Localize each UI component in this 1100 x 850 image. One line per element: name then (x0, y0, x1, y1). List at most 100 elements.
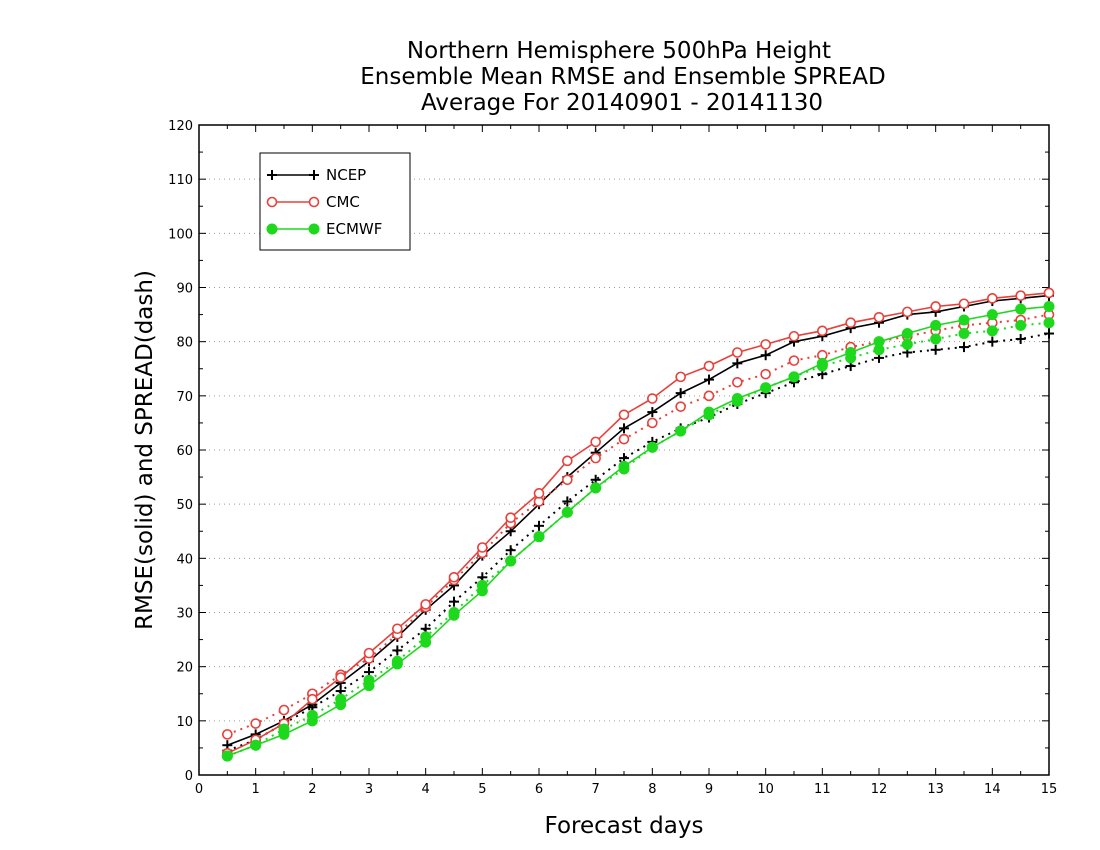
series-cmc-rmse-point-3 (307, 693, 318, 705)
series-ecmwf-rmse-point-7 (420, 636, 432, 648)
legend-marker-end-ncep (309, 170, 319, 180)
series-cmc-rmse-point-22 (845, 317, 856, 329)
series-ncep (222, 290, 1054, 756)
y-tick-label-120: 120 (168, 119, 193, 134)
x-tick-label-4: 4 (422, 782, 430, 797)
series-cmc-rmse-point-4 (335, 672, 346, 683)
series-ecmwf-rmse-point-5 (363, 680, 375, 692)
y-axis-title: RMSE(solid) and SPREAD(dash) (132, 270, 158, 630)
series-ecmwf-rmse-point-26 (958, 314, 970, 326)
y-tick-label-30: 30 (176, 607, 193, 622)
x-tick-label-5: 5 (478, 782, 486, 797)
series-cmc-rmse-point-15 (647, 393, 658, 404)
series-ecmwf-rmse-point-12 (561, 506, 573, 518)
x-tick-label-8: 8 (648, 782, 656, 797)
series-cmc-spread-point-1 (250, 718, 261, 729)
series-ecmwf-rmse-line (227, 305, 1050, 757)
series-ecmwf-spread-point-27 (986, 325, 998, 337)
series-ncep-spread-point-6 (392, 645, 403, 656)
series-cmc (222, 287, 1055, 759)
series-ecmwf-rmse-point-18 (731, 393, 743, 405)
series-cmc-rmse-point-5 (363, 647, 375, 659)
series-ecmwf-rmse-point-6 (391, 658, 403, 670)
series-cmc-rmse-point-9 (477, 542, 488, 553)
series-cmc-rmse-point-13 (590, 436, 601, 448)
series-cmc-rmse-point-20 (788, 330, 800, 342)
series-ecmwf-rmse-point-13 (590, 482, 602, 494)
series-cmc-rmse-point-26 (958, 298, 970, 310)
series-ncep-spread-line (226, 332, 1050, 752)
series-ecmwf-rmse-point-1 (250, 739, 262, 751)
series-ncep-spread-point-11 (534, 520, 544, 531)
series-ecmwf-rmse-point-0 (221, 750, 233, 762)
series-ecmwf-rmse-point-10 (505, 555, 517, 567)
series-cmc-rmse-point-11 (533, 488, 545, 499)
series-ecmwf-rmse-point-21 (816, 357, 828, 369)
series-ncep-rmse-point-14 (619, 423, 629, 434)
series-ecmwf (221, 300, 1055, 762)
y-tick-label-10: 10 (176, 715, 193, 730)
series-layer (221, 287, 1055, 762)
series-cmc-rmse-point-23 (873, 311, 885, 323)
series-cmc-rmse-point-8 (448, 571, 460, 583)
series-ecmwf-rmse-point-8 (448, 609, 460, 621)
legend-item-ecmwf: ECMWF (266, 220, 382, 238)
x-tick-label-10: 10 (757, 782, 774, 797)
series-cmc-rmse-point-27 (987, 293, 998, 304)
series-cmc-rmse-point-16 (675, 371, 686, 383)
series-cmc-spread-point-15 (647, 417, 658, 429)
legend-label-ncep: NCEP (326, 166, 366, 184)
series-cmc-spread-point-0 (222, 729, 233, 740)
series-ecmwf-rmse-point-9 (476, 585, 488, 597)
series-ncep-spread-point-10 (505, 545, 516, 556)
series-cmc-rmse-point-14 (618, 409, 630, 421)
series-ecmwf-rmse-point-4 (335, 699, 347, 711)
legend-item-ncep: NCEP (267, 166, 366, 184)
series-cmc-spread-point-14 (618, 433, 630, 445)
series-ncep-rmse-point-18 (732, 358, 743, 369)
series-cmc-rmse-point-28 (1015, 290, 1026, 301)
chart-title: Northern Hemisphere 500hPa Height Ensemb… (360, 38, 885, 116)
legend-label-cmc: CMC (326, 193, 360, 211)
y-tick-label-80: 80 (176, 336, 193, 351)
grid (199, 178, 1049, 722)
x-tick-label-6: 6 (535, 782, 543, 797)
series-cmc-spread-point-19 (760, 368, 771, 380)
y-tick-label-100: 100 (168, 227, 193, 242)
series-ecmwf-rmse-point-17 (703, 406, 715, 418)
series-cmc-spread-line (226, 313, 1050, 736)
series-cmc-rmse-point-29 (1043, 287, 1055, 299)
title-line-3: Average For 20140901 - 20141130 (421, 90, 823, 116)
series-ecmwf-rmse-point-2 (278, 728, 290, 740)
legend-marker-start-ncep (267, 170, 277, 180)
x-tick-label-13: 13 (927, 782, 944, 797)
series-ncep-rmse-point-17 (704, 374, 714, 385)
series-ncep-rmse-point-16 (675, 388, 686, 399)
series-cmc-rmse-point-6 (392, 623, 403, 635)
series-ecmwf-spread-point-28 (1015, 319, 1027, 331)
series-ecmwf-spread-point-25 (930, 333, 942, 345)
series-ecmwf-rmse-point-29 (1043, 300, 1055, 312)
series-cmc-spread-point-20 (788, 355, 800, 366)
series-ecmwf-rmse-point-19 (760, 382, 772, 394)
legend-item-cmc: CMC (266, 193, 360, 211)
series-ecmwf-rmse-point-16 (675, 425, 687, 437)
x-tick-label-1: 1 (252, 782, 260, 797)
y-tick-label-110: 110 (168, 173, 193, 188)
series-cmc-spread-point-17 (703, 390, 715, 402)
series-ecmwf-rmse-point-27 (986, 309, 998, 321)
series-ecmwf-rmse-point-14 (618, 460, 630, 472)
x-tick-label-7: 7 (592, 782, 600, 797)
series-ncep-rmse-line (227, 294, 1050, 746)
legend-marker-start-cmc (266, 196, 278, 208)
legend-marker-start-ecmwf (266, 223, 278, 235)
series-cmc-rmse-point-19 (760, 339, 771, 350)
y-tick-label-20: 20 (176, 661, 193, 676)
series-ncep-spread-point-26 (959, 342, 969, 353)
x-tick-label-15: 15 (1041, 782, 1058, 797)
x-tick-label-12: 12 (871, 782, 888, 797)
series-ncep-spread-point-27 (987, 336, 998, 347)
series-ncep-spread-point-25 (930, 344, 941, 355)
series-cmc-spread-point-16 (675, 401, 686, 412)
series-ecmwf-spread-point-26 (958, 328, 970, 340)
